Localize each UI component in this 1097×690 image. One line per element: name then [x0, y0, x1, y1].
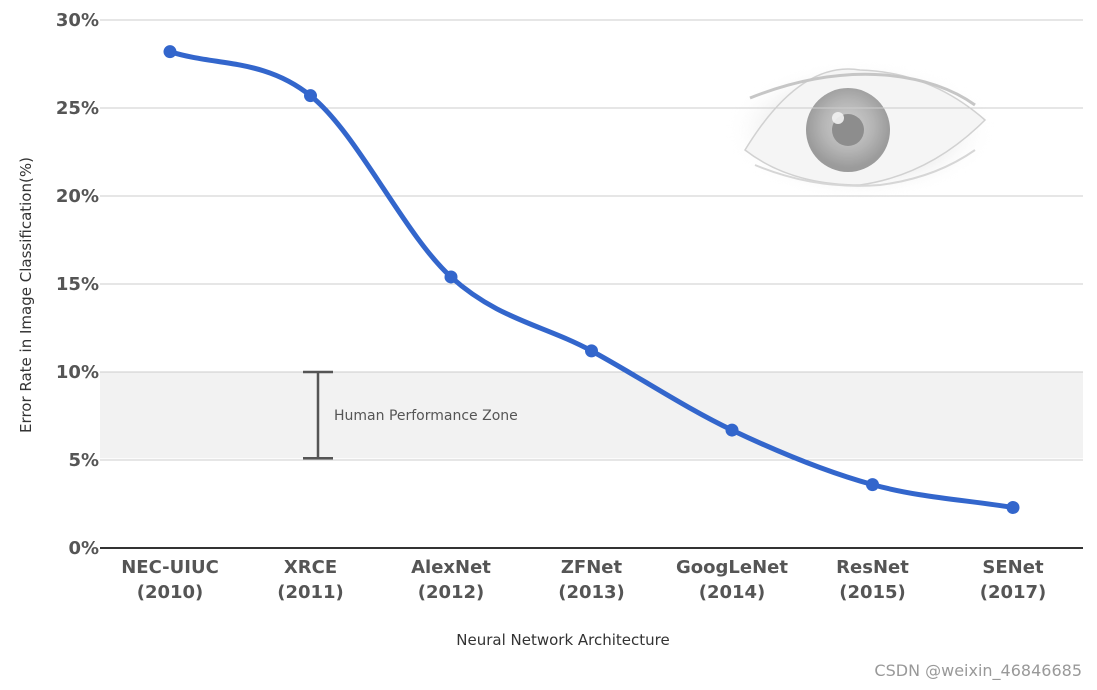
y-tick-label: 0%: [68, 538, 99, 559]
data-point: [585, 344, 598, 358]
x-tick-label: AlexNet: [411, 557, 491, 578]
x-tick-label: GoogLeNet: [676, 557, 788, 578]
zone-range-marker: [303, 370, 333, 460]
x-tick-year: (2015): [839, 582, 906, 603]
data-points: [163, 45, 1020, 515]
x-tick-label: ResNet: [836, 557, 909, 578]
y-tick-label: 20%: [56, 186, 99, 207]
x-tick-year: (2013): [558, 582, 625, 603]
y-tick-label: 5%: [68, 450, 99, 471]
y-axis-ticks: 0% 5% 10% 15% 20% 25% 30%: [56, 10, 99, 559]
y-tick-label: 25%: [56, 98, 99, 119]
x-axis-title: Neural Network Architecture: [456, 631, 669, 649]
x-tick-year: (2014): [699, 582, 766, 603]
zone-label: Human Performance Zone: [334, 408, 518, 424]
x-tick-year: (2011): [277, 582, 344, 603]
x-axis-ticks: NEC-UIUC (2010) XRCE (2011) AlexNet (2012) ZFN…: [121, 557, 1046, 603]
x-tick-year: (2017): [980, 582, 1047, 603]
y-axis-title: Error Rate in Image Classification(%): [17, 157, 35, 433]
x-tick-label: ZFNet: [561, 557, 623, 578]
gridlines: [100, 19, 1083, 549]
x-tick-label: XRCE: [284, 557, 337, 578]
data-point: [304, 89, 317, 103]
y-tick-label: 10%: [56, 362, 99, 383]
data-point: [163, 45, 177, 59]
watermark: CSDN @weixin_46846685: [874, 661, 1082, 681]
data-point: [725, 423, 739, 437]
y-tick-label: 15%: [56, 274, 99, 295]
data-point: [1006, 501, 1020, 515]
eye-image: [725, 60, 995, 200]
x-tick-label: NEC-UIUC: [121, 557, 219, 578]
data-point: [444, 270, 458, 284]
data-point: [866, 478, 879, 492]
x-tick-year: (2012): [418, 582, 485, 603]
human-performance-zone: [100, 372, 1083, 459]
x-tick-label: SENet: [982, 557, 1044, 578]
y-tick-label: 30%: [56, 10, 99, 31]
x-tick-year: (2010): [137, 582, 204, 603]
